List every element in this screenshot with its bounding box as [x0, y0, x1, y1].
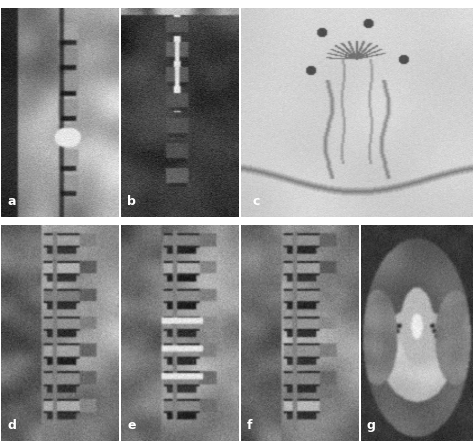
Text: b: b: [127, 195, 136, 208]
Text: c: c: [253, 195, 260, 208]
Text: g: g: [367, 419, 375, 432]
Text: a: a: [7, 195, 16, 208]
Text: e: e: [127, 419, 136, 432]
Text: f: f: [247, 419, 253, 432]
Text: d: d: [7, 419, 16, 432]
